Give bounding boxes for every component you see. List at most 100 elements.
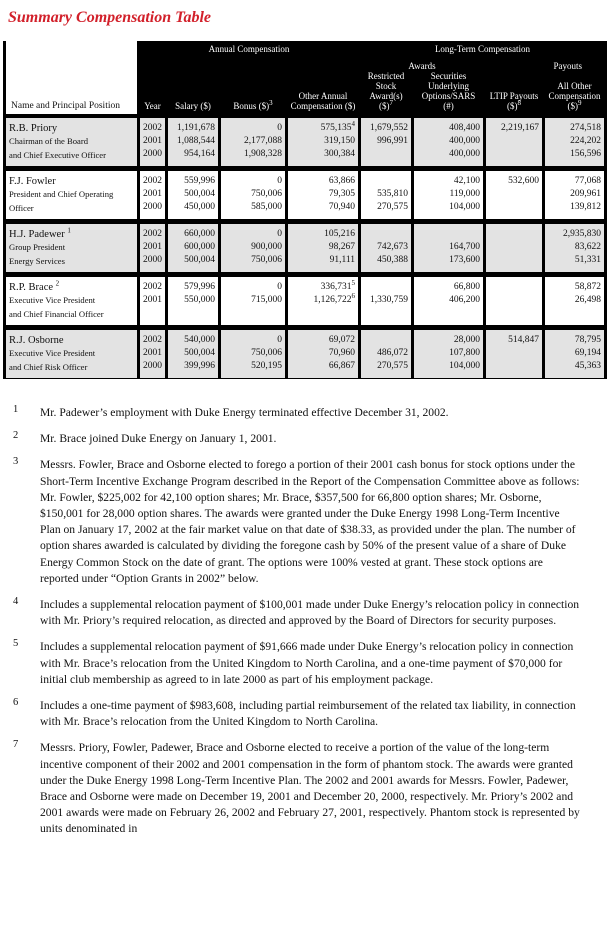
executive-position: Energy Services	[9, 255, 65, 266]
header-securities: Securities Underlying Options/SARS (#)	[414, 71, 483, 114]
year-cell: 2002 2001 2000	[140, 167, 165, 220]
other-cell: 63,866 79,305 70,940	[288, 167, 358, 220]
bonus-cell: 0 715,000	[221, 273, 285, 326]
header-bonus: Bonus ($)3	[221, 71, 285, 114]
securities-cell: 42,100 119,000 104,000	[414, 167, 483, 220]
footnote-number: 2	[13, 430, 19, 442]
footnote: 7 Messrs. Priory, Fowler, Padewer, Brace …	[0, 739, 580, 837]
securities-cell: 66,800 406,200	[414, 273, 483, 326]
salary-cell: 1,191,678 1,088,544 954,164	[168, 114, 218, 167]
footnote: 3 Messrs. Fowler, Brace and Osborne elect…	[0, 456, 580, 587]
salary-cell: 660,000 600,000 500,004	[168, 220, 218, 273]
table-row: F.J. Fowler President and Chief Operatin…	[6, 167, 604, 220]
salary-cell: 559,996 500,004 450,000	[168, 167, 218, 220]
ltip-cell: 2,219,167	[486, 114, 542, 167]
executive-name: H.J. Padewer	[9, 229, 65, 240]
securities-cell: 408,400 400,000 400,000	[414, 114, 483, 167]
ltip-cell: 514,847	[486, 326, 542, 379]
footnote-number: 7	[13, 739, 19, 751]
table-row: R.J. Osborne Executive Vice President and…	[6, 326, 604, 379]
footnote: 5 Includes a supplemental relocation paym…	[0, 638, 580, 688]
bonus-cell: 0 750,006 520,195	[221, 326, 285, 379]
other-cell: 69,072 70,960 66,867	[288, 326, 358, 379]
bonus-cell: 0 750,006 585,000	[221, 167, 285, 220]
ltip-cell	[486, 220, 542, 273]
executive-position: Group President	[9, 242, 66, 252]
executive-position: Executive Vice President	[9, 348, 96, 358]
footnote-number: 6	[13, 697, 19, 709]
footnote-number: 1	[13, 404, 19, 415]
footnote-number: 5	[13, 638, 19, 650]
executive-position: and Chief Financial Officer	[9, 308, 104, 319]
footnote-text: Includes a supplemental relocation payme…	[40, 598, 580, 628]
salary-cell: 540,000 500,004 399,996	[168, 326, 218, 379]
all_other-cell: 274,518 224,202 156,596	[545, 114, 604, 167]
header-name: Name and Principal Position	[6, 41, 137, 114]
other-cell: 336,7315 1,126,7226	[288, 273, 358, 326]
executive-position: and Chief Risk Officer	[9, 361, 88, 372]
footnote: 1 Mr. Padewer’s employment with Duke Ener…	[0, 404, 580, 421]
table-row: R.B. Priory Chairman of the Board and Chi…	[6, 114, 604, 167]
header-year: Year	[140, 71, 165, 114]
table-row: R.P. Brace 2 Executive Vice President and …	[6, 273, 604, 326]
bonus-cell: 0 900,000 750,006	[221, 220, 285, 273]
executive-name: R.B. Priory	[9, 123, 58, 134]
header-ltip: LTIP Payouts ($)8	[486, 71, 542, 114]
executive-name: F.J. Fowler	[9, 176, 56, 187]
executive-name: R.P. Brace	[9, 282, 54, 293]
year-cell: 2002 2001 2000	[140, 114, 165, 167]
executive-cell: F.J. Fowler President and Chief Operatin…	[6, 167, 137, 220]
other-cell: 105,216 98,267 91,111	[288, 220, 358, 273]
ltip-cell: 532,600	[486, 167, 542, 220]
executive-cell: R.P. Brace 2 Executive Vice President and …	[6, 273, 137, 326]
restricted-cell: 1,679,552 996,991	[361, 114, 411, 167]
ltip-cell	[486, 273, 542, 326]
securities-cell: 28,000 107,800 104,000	[414, 326, 483, 379]
salary-cell: 579,996 550,000	[168, 273, 218, 326]
header-awards: Awards	[361, 57, 483, 71]
footnote-text: Mr. Padewer’s employment with Duke Energ…	[40, 406, 449, 419]
header-long-term-compensation: Long-Term Compensation	[361, 41, 604, 57]
header-all-other: All Other Compensation ($)9	[545, 71, 604, 114]
restricted-cell: 742,673 450,388	[361, 220, 411, 273]
footnote: 4 Includes a supplemental relocation paym…	[0, 596, 580, 629]
header-other-annual: Other Annual Compensation ($)	[288, 71, 358, 114]
table-row: H.J. Padewer 1 Group President Energy Serv…	[6, 220, 604, 273]
footnotes: 1 Mr. Padewer’s employment with Duke Ener…	[0, 404, 610, 848]
footnote: 6 Includes a one-time payment of $983,608…	[0, 697, 580, 730]
header-annual-compensation: Annual Compensation	[140, 41, 358, 57]
executive-position: Chairman of the Board	[9, 136, 88, 146]
all_other-cell: 78,795 69,194 45,363	[545, 326, 604, 379]
footnote-text: Includes a one-time payment of $983,608,…	[40, 699, 576, 729]
header-salary: Salary ($)	[168, 71, 218, 114]
footnote-number: 3	[13, 456, 19, 468]
securities-cell: 164,700 173,600	[414, 220, 483, 273]
restricted-cell: 1,330,759	[361, 273, 411, 326]
header-payouts: Payouts	[486, 57, 604, 71]
executive-position: Officer	[9, 202, 34, 213]
executive-cell: R.B. Priory Chairman of the Board and Chi…	[6, 114, 137, 167]
header-restricted-stock: Restricted Stock Award(s) ($)7	[361, 71, 411, 114]
footnote: 2 Mr. Brace joined Duke Energy on January…	[0, 430, 580, 447]
footnote-text: Messrs. Priory, Fowler, Padewer, Brace a…	[40, 741, 580, 836]
restricted-cell: 486,072 270,575	[361, 326, 411, 379]
executive-name: R.J. Osborne	[9, 335, 64, 346]
all_other-cell: 2,935,830 83,622 51,331	[545, 220, 604, 273]
year-cell: 2002 2001 2000	[140, 326, 165, 379]
footnote-text: Mr. Brace joined Duke Energy on January …	[40, 432, 277, 446]
executive-cell: R.J. Osborne Executive Vice President and…	[6, 326, 137, 379]
summary-compensation-table: Name and Principal Position Annual Compe…	[3, 41, 607, 379]
other-cell: 575,1354 319,150 300,384	[288, 114, 358, 167]
page-title: Summary Compensation Table	[8, 9, 211, 26]
footnote-text: Includes a supplemental relocation payme…	[40, 640, 574, 686]
executive-position: and Chief Executive Officer	[9, 149, 106, 160]
bonus-cell: 0 2,177,088 1,908,328	[221, 114, 285, 167]
restricted-cell: 535,810 270,575	[361, 167, 411, 220]
year-cell: 2002 2001	[140, 273, 165, 326]
all_other-cell: 77,068 209,961 139,812	[545, 167, 604, 220]
footnote-number: 4	[13, 596, 19, 608]
all_other-cell: 58,872 26,498	[545, 273, 604, 326]
year-cell: 2002 2001 2000	[140, 220, 165, 273]
executive-position: Executive Vice President	[9, 295, 96, 305]
footnote-text: Messrs. Fowler, Brace and Osborne electe…	[40, 458, 580, 585]
